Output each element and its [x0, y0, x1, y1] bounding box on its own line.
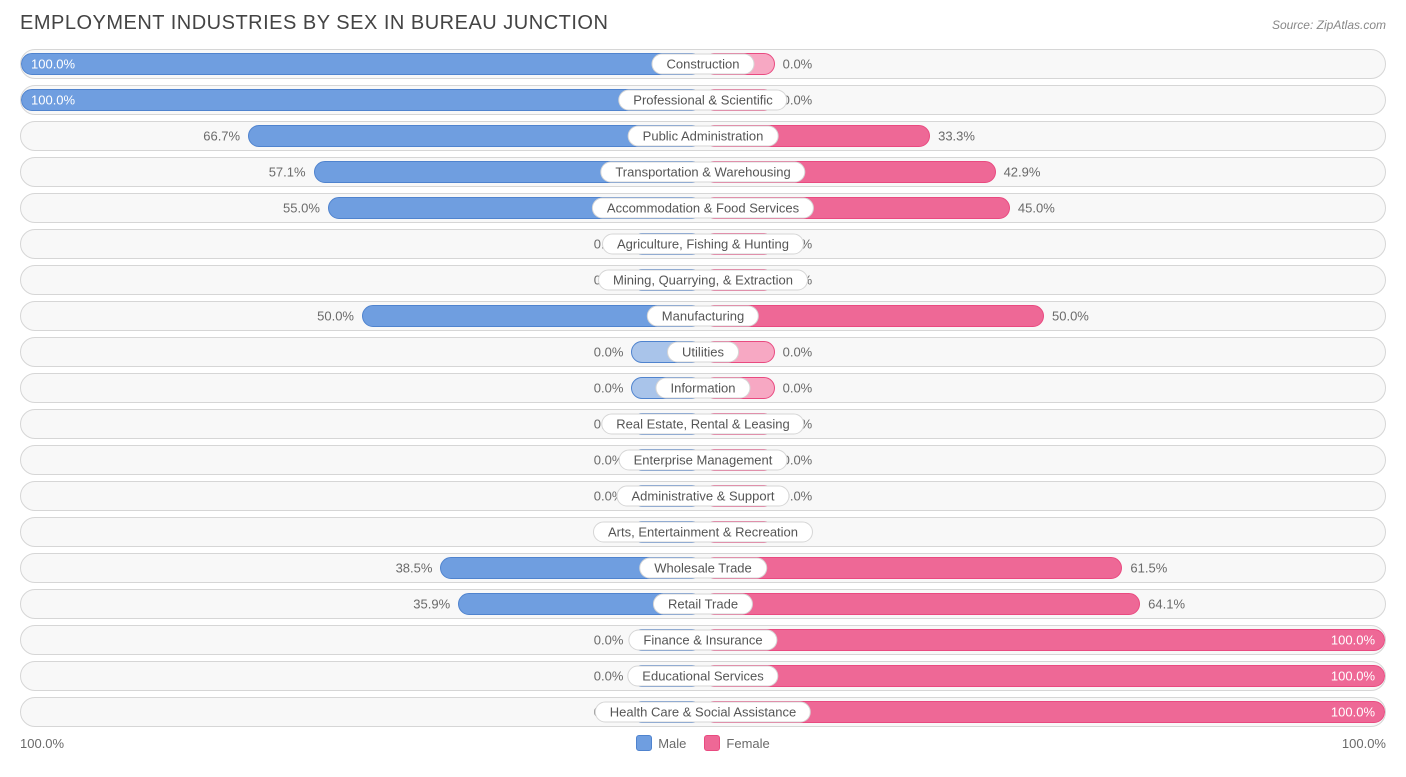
- male-pct-label: 38.5%: [396, 561, 433, 576]
- male-pct-label: 0.0%: [594, 633, 624, 648]
- axis-left-label: 100.0%: [20, 736, 64, 751]
- diverging-bar-chart: 100.0%0.0%Construction100.0%0.0%Professi…: [20, 49, 1386, 727]
- chart-row: 0.0%0.0%Real Estate, Rental & Leasing: [20, 409, 1386, 439]
- chart-row: 0.0% 0.0% Information: [20, 373, 1386, 403]
- category-label: Accommodation & Food Services: [592, 198, 814, 219]
- chart-row: 57.1% 42.9% Transportation & Warehousing: [20, 157, 1386, 187]
- male-pct-label: 100.0%: [31, 93, 75, 108]
- legend-label-female: Female: [726, 736, 769, 751]
- category-label: Information: [655, 378, 750, 399]
- chart-row: 50.0% 50.0% Manufacturing: [20, 301, 1386, 331]
- female-pct-label: 61.5%: [1130, 561, 1167, 576]
- chart-row: 100.0%0.0%Professional & Scientific: [20, 85, 1386, 115]
- chart-axis: 100.0% Male Female 100.0%: [20, 735, 1386, 751]
- female-bar: [703, 629, 1385, 651]
- chart-row: 0.0%0.0%Enterprise Management: [20, 445, 1386, 475]
- male-pct-label: 100.0%: [31, 57, 75, 72]
- chart-legend: Male Female: [636, 735, 770, 751]
- legend-swatch-male: [636, 735, 652, 751]
- category-label: Finance & Insurance: [628, 630, 777, 651]
- chart-title: EMPLOYMENT INDUSTRIES BY SEX IN BUREAU J…: [20, 12, 608, 35]
- category-label: Mining, Quarrying, & Extraction: [598, 270, 808, 291]
- category-label: Administrative & Support: [616, 486, 789, 507]
- category-label: Professional & Scientific: [618, 90, 787, 111]
- axis-right-label: 100.0%: [1342, 736, 1386, 751]
- category-label: Retail Trade: [653, 594, 753, 615]
- legend-label-male: Male: [658, 736, 686, 751]
- male-pct-label: 35.9%: [413, 597, 450, 612]
- chart-row: 35.9% 64.1% Retail Trade: [20, 589, 1386, 619]
- category-label: Enterprise Management: [619, 450, 788, 471]
- female-pct-label: 33.3%: [938, 129, 975, 144]
- chart-row: 0.0%0.0%Mining, Quarrying, & Extraction: [20, 265, 1386, 295]
- chart-row: 0.0% 0.0% Utilities: [20, 337, 1386, 367]
- chart-row: 66.7% 33.3% Public Administration: [20, 121, 1386, 151]
- female-pct-label: 0.0%: [783, 345, 813, 360]
- chart-row: 38.5% 61.5% Wholesale Trade: [20, 553, 1386, 583]
- male-bar: [21, 89, 703, 111]
- category-label: Wholesale Trade: [639, 558, 767, 579]
- female-pct-label: 45.0%: [1018, 201, 1055, 216]
- female-pct-label: 42.9%: [1004, 165, 1041, 180]
- category-label: Public Administration: [628, 126, 779, 147]
- female-pct-label: 100.0%: [1331, 705, 1375, 720]
- female-pct-label: 50.0%: [1052, 309, 1089, 324]
- female-bar: [703, 665, 1385, 687]
- category-label: Manufacturing: [647, 306, 759, 327]
- category-label: Construction: [652, 54, 755, 75]
- chart-row: 0.0% 100.0% Finance & Insurance: [20, 625, 1386, 655]
- chart-header: EMPLOYMENT INDUSTRIES BY SEX IN BUREAU J…: [20, 12, 1386, 35]
- female-pct-label: 100.0%: [1331, 669, 1375, 684]
- male-pct-label: 66.7%: [203, 129, 240, 144]
- legend-item-female: Female: [704, 735, 769, 751]
- chart-row: 0.0%100.0%Health Care & Social Assistanc…: [20, 697, 1386, 727]
- male-pct-label: 0.0%: [594, 345, 624, 360]
- male-bar: [21, 53, 703, 75]
- female-pct-label: 0.0%: [783, 381, 813, 396]
- male-pct-label: 55.0%: [283, 201, 320, 216]
- chart-row: 100.0% 0.0% Construction: [20, 49, 1386, 79]
- category-label: Agriculture, Fishing & Hunting: [602, 234, 804, 255]
- category-label: Utilities: [667, 342, 739, 363]
- female-pct-label: 100.0%: [1331, 633, 1375, 648]
- male-pct-label: 0.0%: [594, 381, 624, 396]
- category-label: Real Estate, Rental & Leasing: [601, 414, 804, 435]
- chart-row: 0.0%0.0%Administrative & Support: [20, 481, 1386, 511]
- chart-row: 0.0% 100.0% Educational Services: [20, 661, 1386, 691]
- male-pct-label: 57.1%: [269, 165, 306, 180]
- legend-swatch-female: [704, 735, 720, 751]
- legend-item-male: Male: [636, 735, 686, 751]
- female-bar: [703, 593, 1140, 615]
- chart-row: 0.0%0.0%Arts, Entertainment & Recreation: [20, 517, 1386, 547]
- female-pct-label: 64.1%: [1148, 597, 1185, 612]
- category-label: Transportation & Warehousing: [600, 162, 805, 183]
- male-pct-label: 50.0%: [317, 309, 354, 324]
- male-pct-label: 0.0%: [594, 669, 624, 684]
- category-label: Arts, Entertainment & Recreation: [593, 522, 813, 543]
- chart-row: 0.0%0.0%Agriculture, Fishing & Hunting: [20, 229, 1386, 259]
- chart-row: 55.0% 45.0% Accommodation & Food Services: [20, 193, 1386, 223]
- category-label: Health Care & Social Assistance: [595, 702, 811, 723]
- female-pct-label: 0.0%: [783, 57, 813, 72]
- chart-source: Source: ZipAtlas.com: [1272, 18, 1386, 32]
- category-label: Educational Services: [627, 666, 778, 687]
